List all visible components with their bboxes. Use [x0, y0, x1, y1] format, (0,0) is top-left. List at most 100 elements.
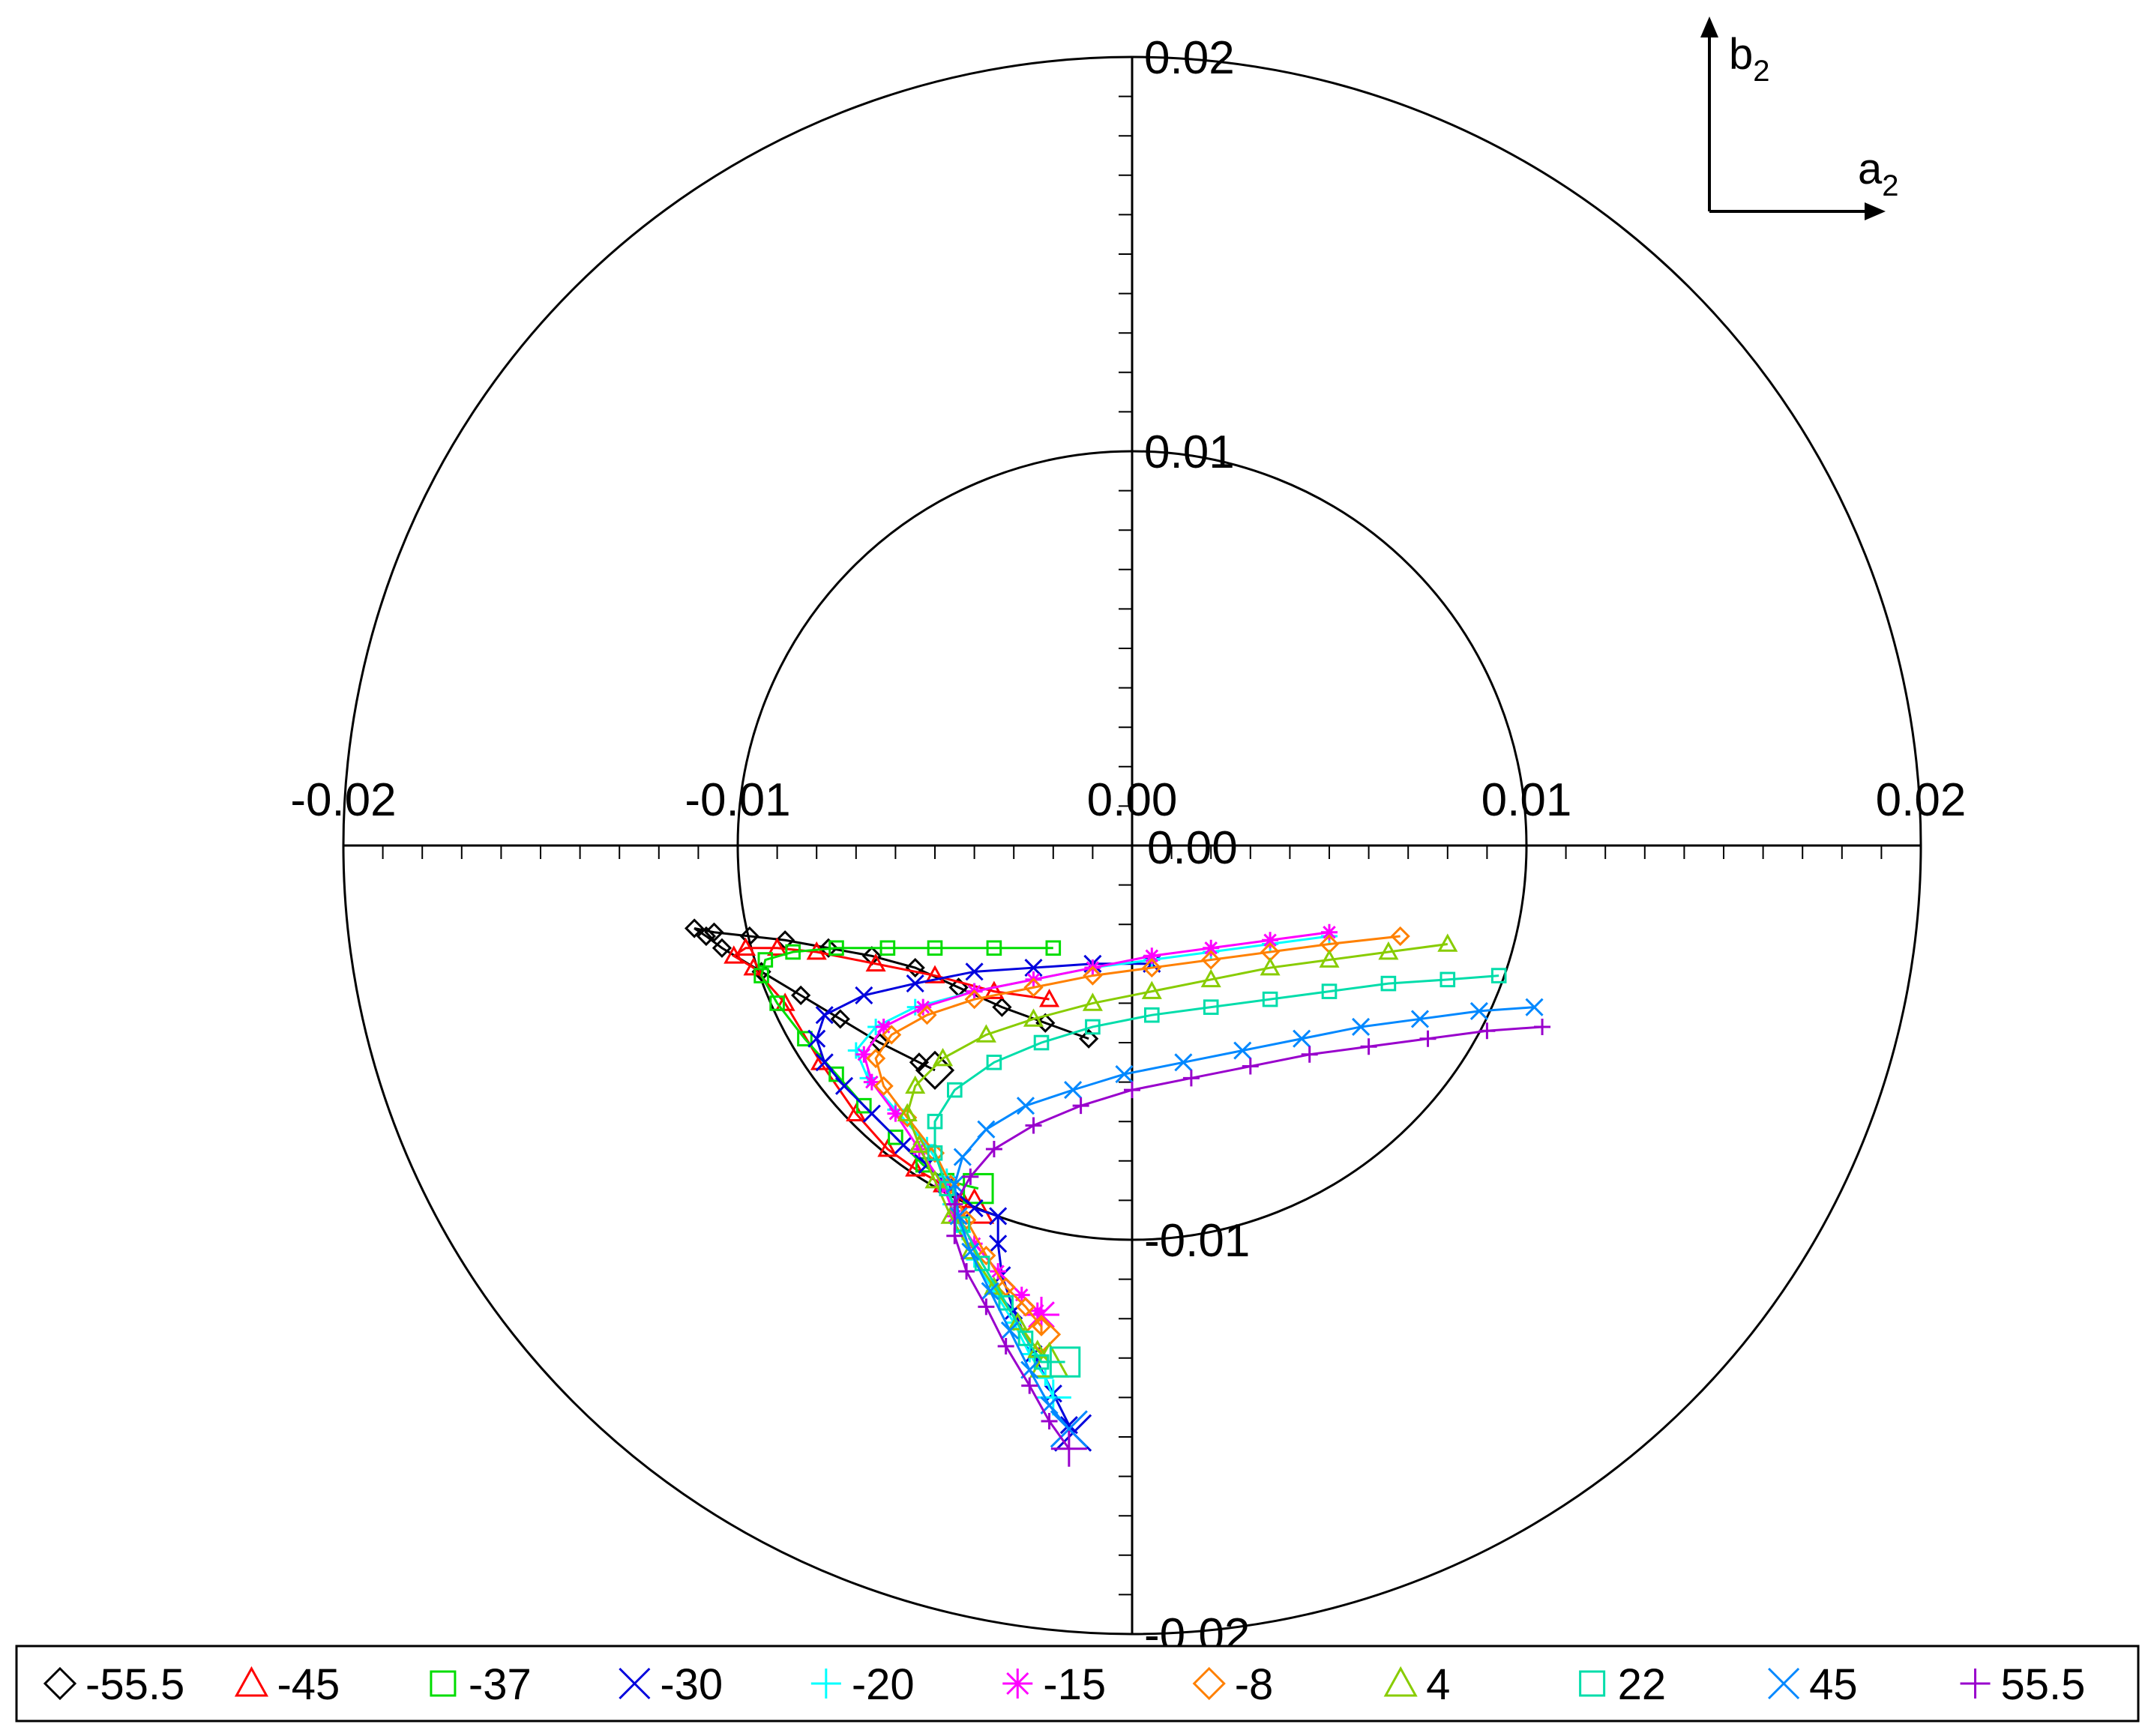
x-tick-label: 0.01	[1481, 774, 1572, 826]
data-point	[976, 1245, 996, 1266]
data-point	[785, 944, 801, 960]
data-point	[1064, 1081, 1083, 1100]
data-point	[961, 1242, 980, 1261]
data-point	[1016, 1097, 1035, 1115]
data-point	[1390, 926, 1410, 947]
data-point	[917, 1005, 937, 1025]
data-point	[1082, 992, 1103, 1011]
legend-item: 22	[1579, 1660, 1667, 1709]
series--8	[865, 926, 1410, 1354]
legend-label: -55.5	[85, 1660, 184, 1709]
data-point	[1360, 1038, 1377, 1055]
data-point	[1144, 1007, 1160, 1023]
data-point	[1262, 932, 1279, 949]
data-point	[894, 1136, 912, 1154]
data-point	[1174, 1053, 1193, 1072]
data-point	[927, 1113, 943, 1130]
data-point	[946, 1227, 963, 1244]
data-point	[1124, 1082, 1140, 1099]
data-point	[1301, 1046, 1318, 1063]
series-4	[897, 933, 1458, 1378]
data-point	[1050, 1410, 1088, 1448]
x-tick-label: -0.02	[290, 774, 396, 826]
legend-label: -45	[277, 1660, 340, 1709]
legend-label: 45	[1809, 1660, 1858, 1709]
data-point	[875, 1018, 892, 1035]
data-point	[723, 945, 744, 964]
b2-axis-label: b2	[1729, 30, 1770, 88]
legend-item: -30	[619, 1660, 723, 1709]
legend-label: -30	[660, 1660, 723, 1709]
series-line	[953, 1006, 1535, 1430]
data-point	[964, 989, 984, 1010]
series-line	[953, 1025, 1543, 1450]
data-point	[981, 1282, 999, 1301]
data-point	[1142, 957, 1162, 978]
data-point	[1021, 1315, 1062, 1354]
data-point	[791, 985, 811, 1006]
data-point	[1242, 1058, 1259, 1075]
data-point	[1960, 1669, 1991, 1699]
legend-item: -37	[430, 1660, 532, 1709]
data-point	[966, 1235, 983, 1253]
legend-label: -8	[1235, 1660, 1274, 1709]
data-point	[927, 1145, 943, 1161]
legend-item: 45	[1768, 1660, 1858, 1709]
data-point	[977, 1120, 996, 1139]
data-point	[960, 1241, 981, 1260]
data-point	[1141, 980, 1162, 999]
data-point	[915, 998, 932, 1016]
data-point	[1143, 947, 1161, 965]
data-point	[906, 974, 924, 993]
legend-label: -20	[852, 1660, 915, 1709]
legend-item: -55.5	[43, 1660, 184, 1709]
data-point	[1352, 1017, 1371, 1037]
data-point	[1534, 1018, 1551, 1035]
data-point	[863, 1073, 880, 1091]
data-point	[815, 1006, 834, 1025]
data-point	[1439, 971, 1456, 988]
data-point	[1002, 1669, 1033, 1699]
data-point	[1203, 999, 1219, 1015]
data-point	[989, 1235, 1008, 1253]
data-point	[1378, 941, 1399, 960]
data-point	[430, 1670, 457, 1697]
data-point	[887, 1105, 904, 1122]
data-point	[1045, 940, 1062, 956]
data-point	[1201, 950, 1221, 970]
legend-item: 55.5	[1960, 1660, 2085, 1709]
data-point	[958, 1263, 975, 1280]
data-series	[685, 918, 1551, 1467]
data-point	[855, 986, 873, 1004]
legend-label: 22	[1618, 1660, 1667, 1709]
data-point	[924, 1170, 945, 1189]
data-point	[1579, 1670, 1606, 1697]
data-point	[234, 1666, 269, 1697]
a2-axis-label: a2	[1858, 145, 1899, 202]
data-point	[712, 938, 732, 958]
data-point	[1321, 923, 1338, 941]
data-point	[962, 1168, 979, 1185]
data-point	[1041, 1412, 1058, 1429]
data-point	[797, 1031, 813, 1047]
y-tick-label: 0.01	[1144, 427, 1235, 478]
data-point	[1038, 989, 1060, 1007]
data-point	[1033, 1354, 1050, 1370]
data-point	[986, 940, 1002, 956]
data-point	[947, 1082, 963, 1098]
data-point	[1478, 1022, 1496, 1040]
data-point	[888, 1129, 903, 1145]
data-point	[1262, 991, 1278, 1007]
data-point	[905, 1158, 926, 1177]
data-point	[1050, 1430, 1087, 1467]
data-point	[905, 957, 925, 978]
data-point	[897, 1103, 918, 1121]
data-point	[856, 1097, 872, 1114]
data-point	[1000, 1321, 1020, 1340]
data-point	[990, 1263, 1007, 1280]
data-point	[1023, 977, 1044, 998]
data-point	[43, 1666, 77, 1701]
data-point	[1203, 939, 1220, 956]
data-point	[873, 1076, 894, 1096]
data-point	[830, 1009, 850, 1029]
